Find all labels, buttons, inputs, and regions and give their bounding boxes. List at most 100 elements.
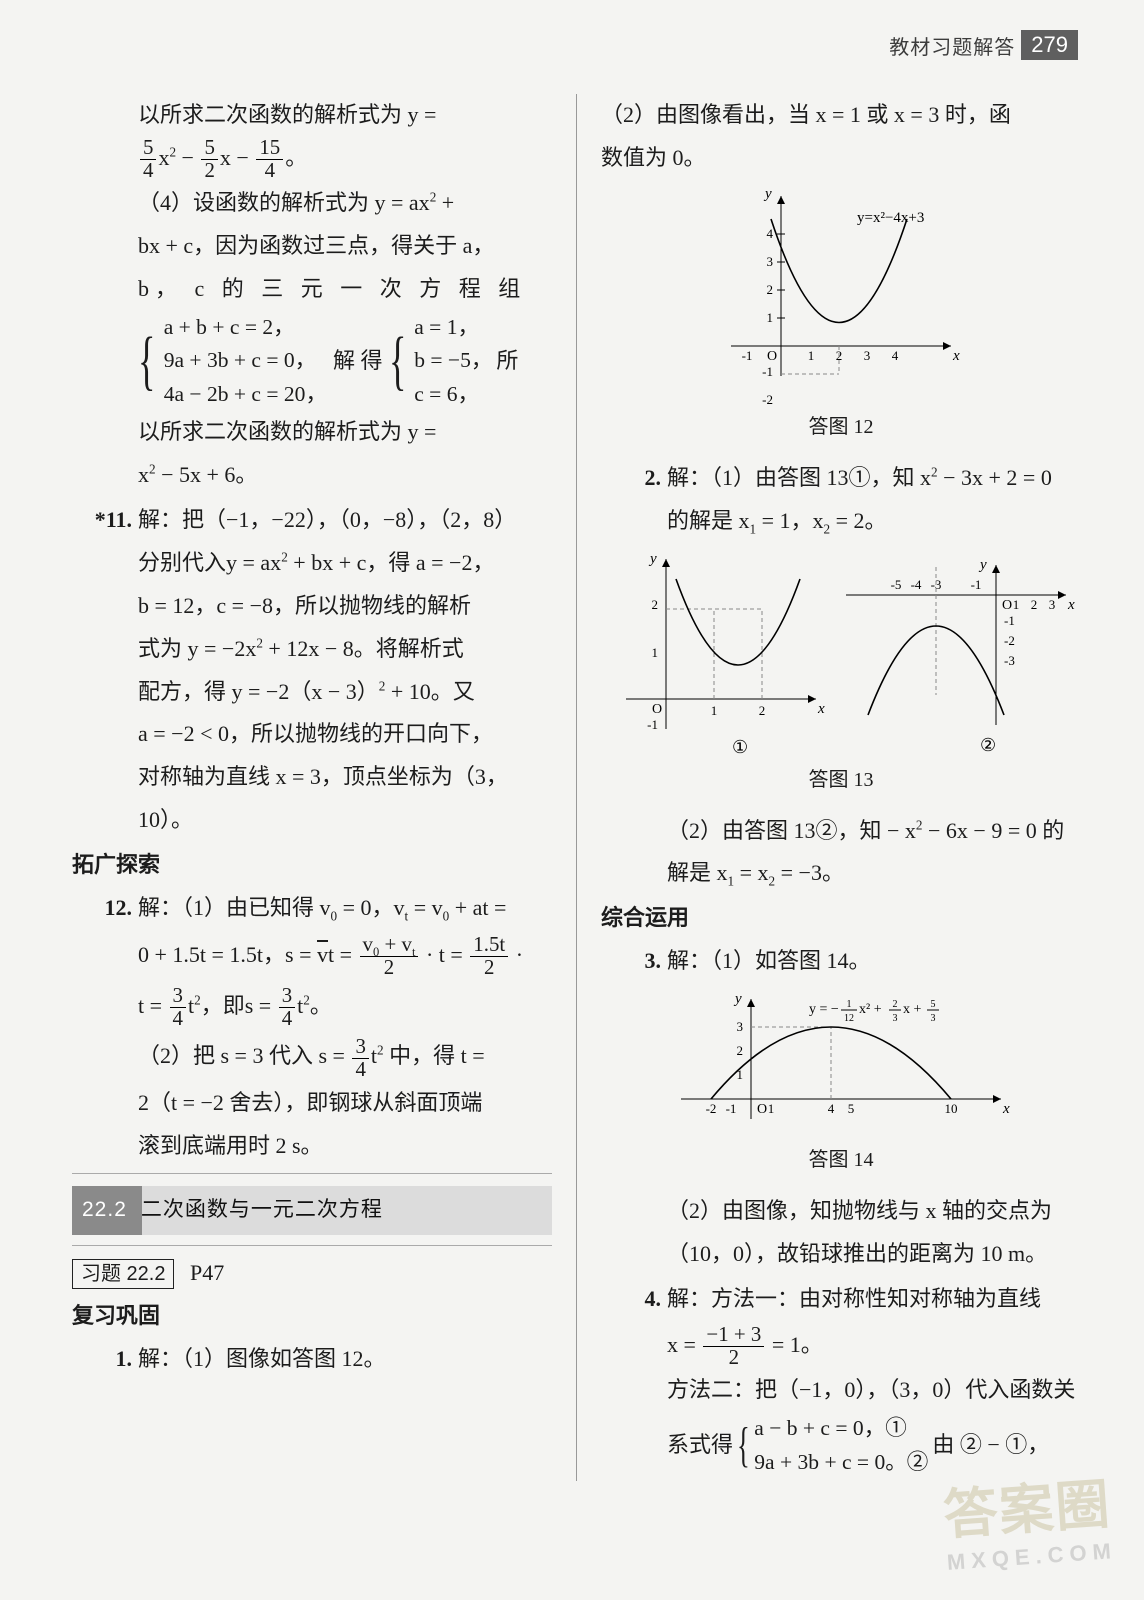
svg-text:-1: -1 xyxy=(647,717,658,732)
brace-system-2: { a = 1， b = −5， c = 6， xyxy=(389,311,493,411)
svg-text:1: 1 xyxy=(808,348,815,363)
question-number: 12. xyxy=(72,887,138,930)
text: 式为 y = −2x2 + 12x − 8。将解析式 xyxy=(138,628,552,671)
svg-text:-4: -4 xyxy=(911,577,922,592)
svg-text:3: 3 xyxy=(1049,597,1056,612)
subsection-title: 复习巩固 xyxy=(72,1295,552,1338)
divider xyxy=(72,1173,552,1174)
svg-text:x: x xyxy=(1002,1101,1010,1117)
exercise-page: P47 xyxy=(190,1260,224,1285)
formula: x2 − 5x + 6。 xyxy=(138,454,552,497)
text: 数值为 0。 xyxy=(601,137,1081,180)
text: 解：（1）图像如答图 12。 xyxy=(138,1346,386,1371)
text: 的解是 x1 = 1，x2 = 2。 xyxy=(667,500,1081,543)
figure-14-chart: x y O -2 -1 1 4 5 10 1 2 3 y = − xyxy=(661,989,1021,1139)
svg-text:-1: -1 xyxy=(1004,613,1015,628)
section-number: 22.2 xyxy=(82,1190,127,1231)
text: 对称轴为直线 x = 3，顶点坐标为（3， xyxy=(138,756,552,799)
question-number: 3. xyxy=(601,940,667,983)
watermark-sub: MXQE.COM xyxy=(946,1538,1118,1576)
header-label: 教材习题解答 xyxy=(889,31,1015,60)
svg-text:1: 1 xyxy=(711,703,718,718)
svg-text:-1: -1 xyxy=(971,577,982,592)
section-title: 二次函数与一元二次方程 xyxy=(141,1190,383,1231)
question-12: 12.解：（1）由已知得 v0 = 0，vt = v0 + at = 0 + 1… xyxy=(72,887,552,1167)
svg-text:-5: -5 xyxy=(891,577,902,592)
formula: 54x2 − 52x − 154。 xyxy=(138,137,552,182)
svg-text:-1: -1 xyxy=(762,364,773,379)
text: 分别代入y = ax2 + bx + c，得 a = −2， xyxy=(138,542,552,585)
text: （2）由图像，知抛物线与 x 轴的交点为 xyxy=(667,1190,1081,1233)
text: 解是 x1 = x2 = −3。 xyxy=(667,852,1081,895)
brace-system-1: { a + b + c = 2， 9a + 3b + c = 0， 4a − 2… xyxy=(138,311,327,411)
svg-text:4: 4 xyxy=(828,1101,835,1116)
right-q2-part2: （2）由答图 13②，知 − x2 − 6x − 9 = 0 的 解是 x1 =… xyxy=(601,810,1081,896)
text: （10，0），故铅球推出的距离为 10 m。 xyxy=(667,1233,1081,1276)
text: 方法二：把（−1，0），（3，0）代入函数关 xyxy=(667,1369,1081,1412)
two-column-layout: 以所求二次函数的解析式为 y = 54x2 − 52x − 154。 （4）设函… xyxy=(72,94,1092,1481)
svg-text:①: ① xyxy=(732,737,748,757)
right-question-4: 4.解：方法一：由对称性知对称轴为直线 x = −1 + 32 = 1。 方法二… xyxy=(601,1278,1081,1479)
right-question-3: 3.解：（1）如答图 14。 xyxy=(601,940,1081,983)
svg-text:y: y xyxy=(763,186,772,202)
watermark-main: 答案圈 xyxy=(941,1474,1113,1546)
equation-system-q4: 系式得 { a − b + c = 0，① 9a + 3b + c = 0。② … xyxy=(667,1412,1081,1479)
left-column: 以所求二次函数的解析式为 y = 54x2 − 52x − 154。 （4）设函… xyxy=(72,94,577,1481)
subsection-title: 拓广探索 xyxy=(72,844,552,887)
right-q3-part2: （2）由图像，知抛物线与 x 轴的交点为 （10，0），故铅球推出的距离为 10… xyxy=(601,1190,1081,1276)
svg-text:3: 3 xyxy=(893,1013,898,1024)
svg-text:3: 3 xyxy=(864,348,871,363)
formula: t = 34t2，即s = 34t2。 xyxy=(138,981,552,1032)
left-question-1: 1.解：（1）图像如答图 12。 xyxy=(72,1338,552,1381)
text: 以所求二次函数的解析式为 y = xyxy=(138,94,552,137)
text: （2）由图像看出，当 x = 1 或 x = 3 时，函 xyxy=(601,94,1081,137)
eq-row: 9a + 3b + c = 0， xyxy=(164,344,327,377)
svg-text:-1: -1 xyxy=(726,1101,737,1116)
equation-system: { a + b + c = 2， 9a + 3b + c = 0， 4a − 2… xyxy=(138,311,552,411)
text: b， c 的 三 元 一 次 方 程 组 xyxy=(138,268,552,311)
eq-row: a = 1， xyxy=(414,311,492,344)
svg-text:4: 4 xyxy=(767,226,774,241)
text: 解：方法一：由对称性知对称轴为直线 xyxy=(667,1286,1041,1311)
question-number: *11. xyxy=(72,499,138,542)
text: 解 得 xyxy=(333,340,383,383)
eq-row: 4a − 2b + c = 20， xyxy=(164,378,327,411)
svg-text:x: x xyxy=(817,701,825,717)
svg-text:2: 2 xyxy=(893,999,898,1010)
text: a = −2 < 0，所以抛物线的开口向下， xyxy=(138,713,552,756)
svg-text:2: 2 xyxy=(652,597,659,612)
para-prev-continued: 以所求二次函数的解析式为 y = 54x2 − 52x − 154。 （4）设函… xyxy=(72,94,552,497)
svg-text:y=x²−4x+3: y=x²−4x+3 xyxy=(857,210,924,226)
eq-row: c = 6， xyxy=(414,378,492,411)
svg-text:5: 5 xyxy=(848,1101,855,1116)
eq-row: b = −5， xyxy=(414,344,492,377)
svg-text:x +: x + xyxy=(903,1002,922,1017)
page-header: 教材习题解答 279 xyxy=(889,30,1078,60)
svg-text:O: O xyxy=(757,1102,767,1117)
eq-row: a + b + c = 2， xyxy=(164,311,327,344)
svg-text:-1: -1 xyxy=(742,348,753,363)
svg-text:-2: -2 xyxy=(706,1101,717,1116)
svg-text:y: y xyxy=(733,991,742,1007)
svg-text:x: x xyxy=(952,348,960,364)
text: 滚到底端用时 2 s。 xyxy=(138,1125,552,1168)
text: 以所求二次函数的解析式为 y = xyxy=(138,411,552,454)
subsection-title: 综合运用 xyxy=(601,897,1081,940)
text: bx + c，因为函数过三点，得关于 a， xyxy=(138,225,552,268)
svg-text:1: 1 xyxy=(767,310,774,325)
svg-text:3: 3 xyxy=(931,1013,936,1024)
svg-text:x: x xyxy=(1067,597,1075,613)
text: 由 ② − ①， xyxy=(932,1424,1049,1467)
eq-row: a − b + c = 0，① xyxy=(754,1412,928,1445)
svg-text:O: O xyxy=(767,349,777,364)
svg-text:4: 4 xyxy=(892,348,899,363)
svg-text:-2: -2 xyxy=(1004,633,1015,648)
exercise-box: 习题 22.2 xyxy=(72,1259,174,1289)
svg-text:2: 2 xyxy=(759,703,766,718)
text: 解：（1）由答图 13①，知 x2 − 3x + 2 = 0 xyxy=(667,465,1052,490)
figure-12-chart: x y O -1 1 2 3 4 1 2 3 4 -1 -2 xyxy=(711,186,971,406)
svg-text:2: 2 xyxy=(767,282,774,297)
svg-text:2: 2 xyxy=(737,1043,744,1058)
right-question-2: 2.解：（1）由答图 13①，知 x2 − 3x + 2 = 0 的解是 x1 … xyxy=(601,457,1081,543)
text: 解：（1）如答图 14。 xyxy=(667,948,871,973)
